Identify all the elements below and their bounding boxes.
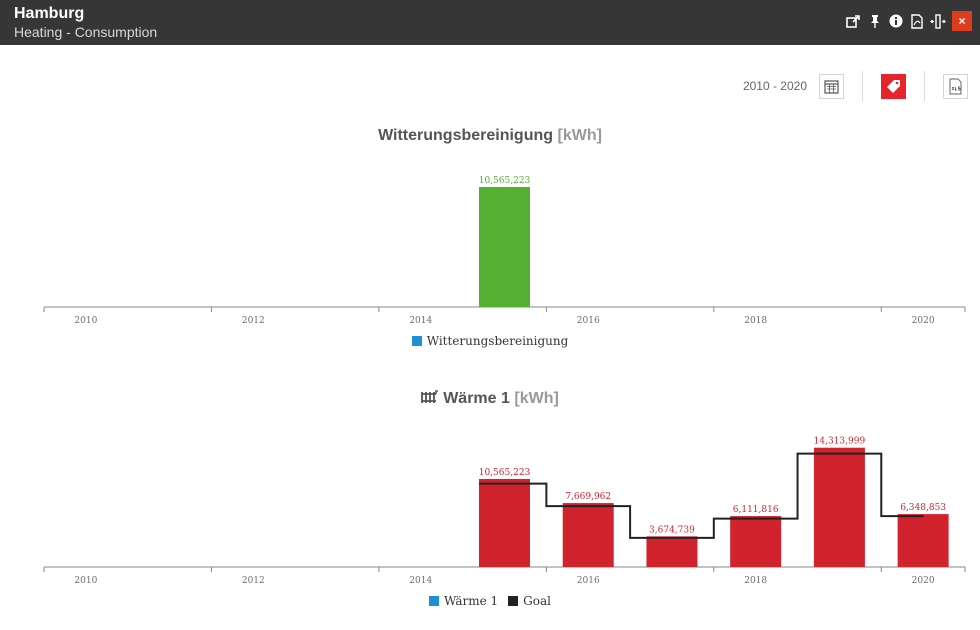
chart2-unit: [kWh] [514,390,559,407]
chart1-legend: Witterungsbereinigung [0,334,980,348]
data-label: 6,111,816 [733,505,779,515]
goal-step-line [479,452,924,539]
x-tick-label: 2018 [744,316,767,326]
data-label: 14,313,999 [814,437,866,447]
title-bar: Hamburg Heating - Consumption × [0,0,980,45]
info-icon[interactable] [887,11,904,31]
tag-icon [887,79,900,93]
calendar-icon [824,79,839,94]
x-tick-label: 2014 [409,576,432,586]
legend-label: Witterungsbereinigung [426,334,569,348]
chart1-plot: 2010 2012 2014 2016 2018 2020 10,565,223 [43,176,966,326]
window-subtitle: Heating - Consumption [14,24,158,40]
external-link-icon[interactable] [845,11,862,31]
x-tick-label: 2016 [577,316,600,326]
legend-swatch [429,596,440,606]
x-tick-label: 2010 [74,316,97,326]
chart2-title-text: Wärme 1 [443,390,510,407]
x-tick-label: 2012 [242,316,265,326]
legend-label: Wärme 1 [444,594,499,608]
toolbar-divider [862,71,863,101]
data-label: 7,669,962 [565,492,611,502]
data-label: 10,565,223 [479,468,531,478]
chart1-title-text: Witterungsbereinigung [378,127,554,144]
data-label: 10,565,223 [479,176,531,186]
x-tick-label: 2012 [242,576,265,586]
x-tick-label: 2016 [577,576,600,586]
chart1-unit: [kWh] [557,127,602,144]
toolbar: 2010 - 2020 [742,71,968,101]
legend-item[interactable]: Wärme 1 [429,594,498,608]
pin-icon[interactable] [866,11,883,31]
x-tick-label: 2020 [912,316,935,326]
legend-swatch [508,596,519,606]
resize-icon[interactable] [929,11,946,31]
legend-swatch [411,336,422,346]
data-label: 3,674,739 [649,525,695,535]
pdf-icon[interactable] [908,11,925,31]
x-tick-label: 2020 [912,576,935,586]
chart1-title: Witterungsbereinigung [kWh] [0,127,980,145]
legend-item[interactable]: Goal [508,594,551,608]
export-xls-button[interactable] [943,73,968,99]
bar [479,186,530,307]
chart2-title: Wärme 1 [kWh] [0,389,980,408]
calendar-button[interactable] [819,73,844,99]
bar [897,514,949,567]
bar [813,447,865,567]
date-range-label: 2010 - 2020 [742,79,807,93]
header-actions: × [845,11,972,31]
xls-file-icon [949,78,962,94]
chart2-plot: 2010 2012 2014 2016 2018 2020 10,565,223 7,669,… [43,437,966,586]
bar [479,478,530,567]
legend-label: Goal [523,594,551,608]
bar [646,536,698,567]
x-tick-label: 2010 [74,576,97,586]
tag-button[interactable] [881,73,906,99]
bar [730,516,782,567]
toolbar-divider [924,71,925,101]
close-button[interactable]: × [952,11,972,31]
legend-item[interactable]: Witterungsbereinigung [411,334,569,348]
window-title: Hamburg [14,5,85,22]
chart2-legend: Wärme 1 Goal [0,594,980,608]
radiator-icon [421,390,439,403]
bar [562,503,614,567]
x-tick-label: 2014 [409,316,432,326]
x-tick-label: 2018 [744,576,767,586]
data-label: 6,348,853 [900,503,946,513]
